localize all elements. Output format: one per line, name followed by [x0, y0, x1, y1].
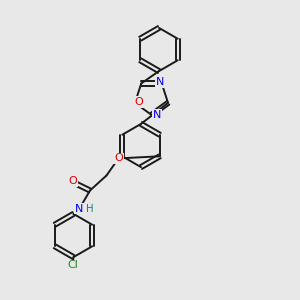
Text: O: O — [134, 97, 143, 107]
Text: N: N — [153, 110, 161, 120]
Text: Cl: Cl — [68, 260, 78, 271]
Text: N: N — [75, 203, 83, 214]
Text: H: H — [86, 203, 93, 214]
Text: N: N — [156, 77, 164, 87]
Text: O: O — [114, 153, 123, 164]
Text: O: O — [68, 176, 77, 186]
